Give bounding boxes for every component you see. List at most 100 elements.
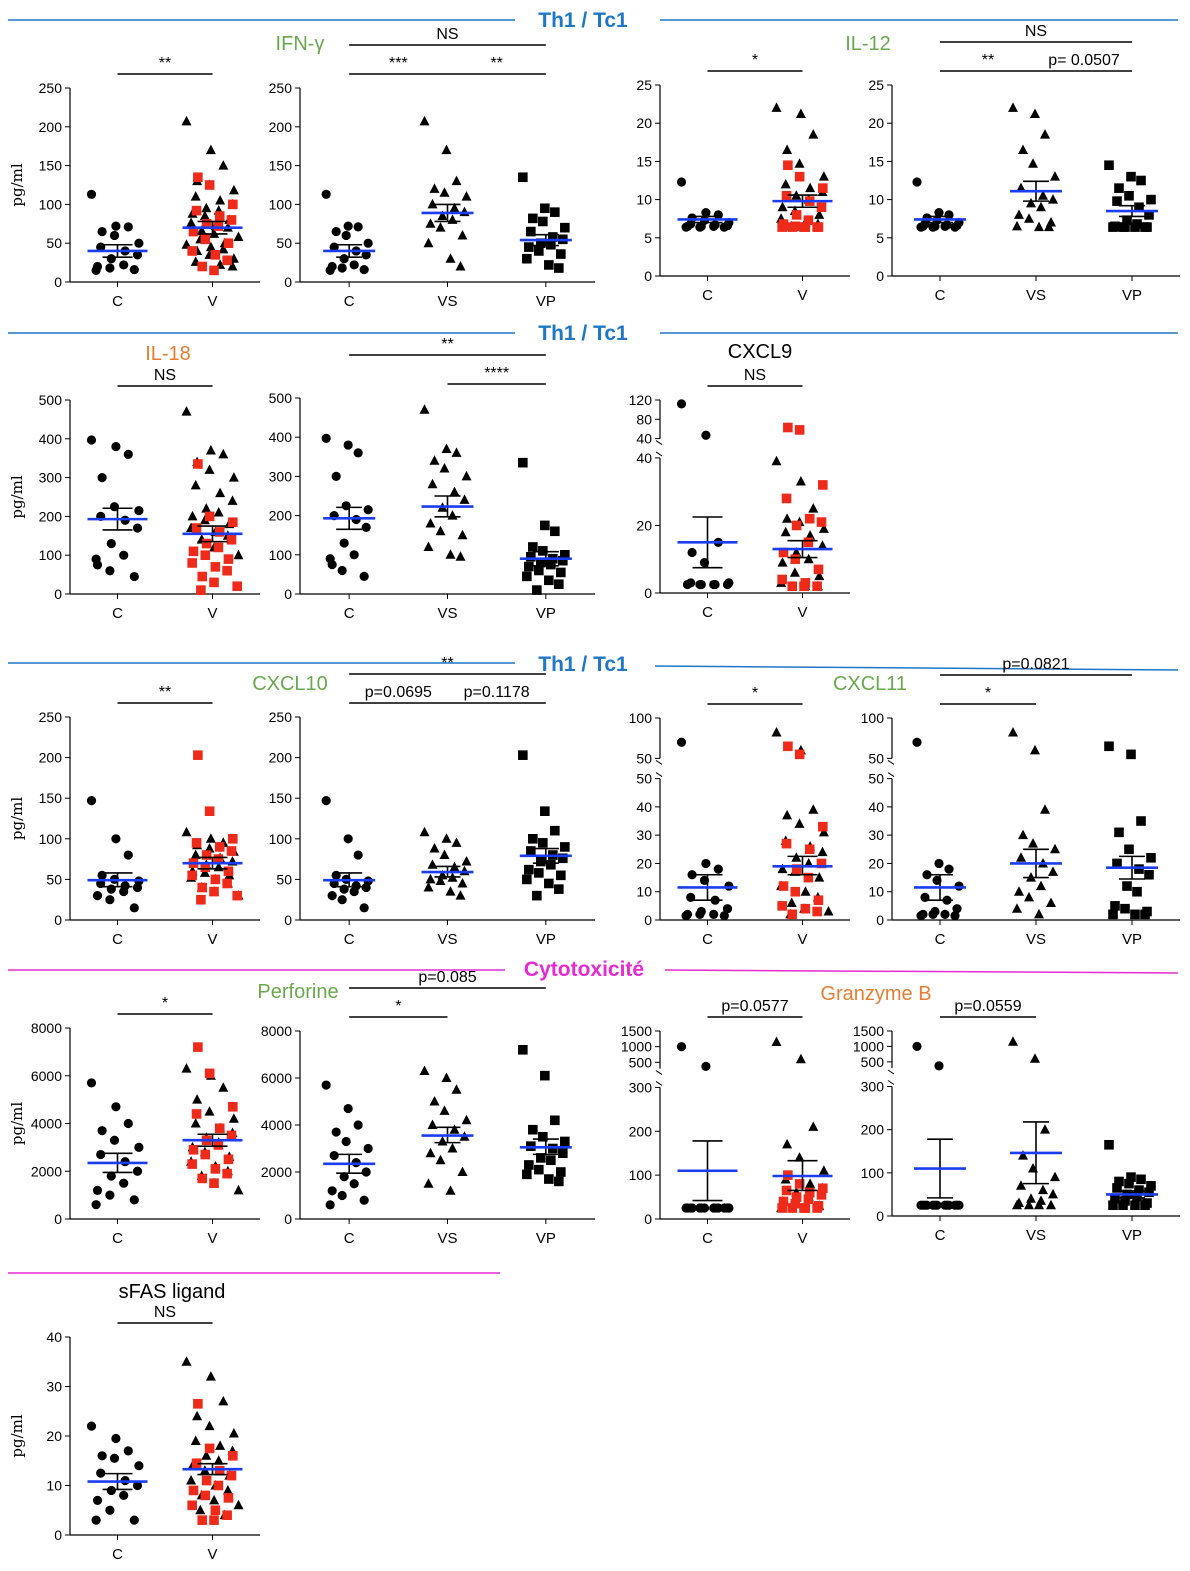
data-point bbox=[435, 1154, 446, 1165]
y-tick-label: 20 bbox=[636, 855, 652, 871]
y-axis-label: pg/ml bbox=[8, 163, 26, 206]
data-point bbox=[353, 1120, 363, 1130]
data-point bbox=[218, 1082, 229, 1092]
data-point bbox=[1014, 209, 1024, 219]
data-point bbox=[544, 1174, 554, 1184]
data-point bbox=[560, 842, 570, 852]
data-point-red bbox=[213, 854, 224, 864]
data-point bbox=[794, 818, 805, 828]
data-point bbox=[771, 1036, 782, 1046]
x-category-label: VS bbox=[1026, 287, 1046, 304]
data-point bbox=[215, 1440, 226, 1450]
data-point bbox=[455, 260, 466, 271]
data-point bbox=[534, 246, 544, 256]
data-point bbox=[190, 191, 201, 201]
y-tick-label: 150 bbox=[39, 158, 63, 174]
data-point bbox=[1118, 1200, 1128, 1211]
data-point bbox=[1026, 1193, 1036, 1203]
data-point bbox=[96, 1149, 106, 1160]
data-point bbox=[1126, 1172, 1136, 1182]
data-point bbox=[441, 1072, 452, 1082]
data-point bbox=[119, 1490, 129, 1500]
data-point bbox=[916, 911, 926, 921]
data-point-red bbox=[210, 562, 221, 572]
data-point bbox=[805, 530, 816, 540]
data-point bbox=[546, 859, 556, 870]
data-point bbox=[526, 846, 536, 856]
data-point bbox=[111, 834, 121, 844]
data-point bbox=[554, 263, 564, 273]
data-point bbox=[1038, 1184, 1048, 1195]
data-point bbox=[934, 1061, 944, 1071]
data-point bbox=[341, 1136, 351, 1147]
data-point bbox=[1140, 909, 1150, 920]
y-tick-label: 200 bbox=[39, 750, 63, 766]
data-point bbox=[1036, 201, 1046, 212]
y-tick-label: 100 bbox=[39, 196, 63, 212]
data-point bbox=[524, 1160, 534, 1170]
data-point bbox=[526, 551, 536, 562]
y-tick-label: 30 bbox=[636, 827, 652, 843]
data-point bbox=[1132, 886, 1142, 897]
data-point bbox=[192, 1094, 203, 1104]
y-tick-label: 150 bbox=[269, 790, 293, 806]
data-point bbox=[86, 796, 97, 806]
data-point-red bbox=[204, 511, 215, 522]
data-point bbox=[1120, 903, 1130, 914]
y-tick-label: 0 bbox=[876, 1208, 884, 1224]
data-point bbox=[449, 1124, 460, 1134]
data-point bbox=[134, 238, 144, 248]
data-point bbox=[361, 250, 371, 260]
data-point bbox=[1110, 901, 1120, 911]
y-tick-label: 100 bbox=[861, 1165, 885, 1181]
data-point bbox=[940, 221, 950, 231]
data-point bbox=[817, 540, 828, 550]
data-point bbox=[181, 406, 192, 416]
data-point bbox=[518, 457, 528, 468]
y-tick-label: 0 bbox=[644, 1211, 652, 1227]
data-point bbox=[218, 160, 229, 170]
section-label-4: Cytotoxicité bbox=[524, 958, 644, 981]
y-tick-label: 250 bbox=[269, 80, 293, 96]
data-point bbox=[429, 183, 440, 193]
data-point bbox=[1028, 838, 1038, 848]
data-point bbox=[353, 222, 363, 232]
x-category-label: C bbox=[702, 287, 713, 304]
data-point-red bbox=[803, 1194, 814, 1205]
data-point bbox=[808, 1121, 819, 1131]
data-point bbox=[817, 846, 828, 857]
data-point bbox=[709, 221, 719, 231]
significance-label: p=0.0577 bbox=[721, 998, 788, 1015]
data-point bbox=[111, 1102, 121, 1112]
y-axis-label: pg/ml bbox=[8, 1414, 26, 1457]
y-tick-label: 200 bbox=[269, 119, 293, 135]
data-point bbox=[190, 1118, 201, 1128]
data-point bbox=[204, 1420, 215, 1431]
data-point bbox=[435, 875, 446, 886]
data-point bbox=[215, 195, 226, 205]
panel-8: CXCL10 pg/ml 0 50 100 150 200 250 C V ** bbox=[8, 673, 328, 948]
data-point-red bbox=[783, 741, 793, 752]
data-point bbox=[419, 115, 430, 126]
data-point bbox=[111, 441, 121, 452]
data-point bbox=[823, 906, 834, 916]
data-point-red bbox=[200, 862, 211, 873]
data-point bbox=[1108, 222, 1118, 232]
data-point-red bbox=[213, 221, 224, 231]
data-point bbox=[1014, 886, 1024, 896]
data-point-red bbox=[209, 1178, 219, 1188]
data-point bbox=[526, 226, 536, 237]
data-point bbox=[544, 260, 554, 270]
data-point bbox=[780, 526, 791, 537]
y-tick-label: 0 bbox=[54, 1527, 62, 1543]
data-point bbox=[1050, 171, 1060, 181]
significance-label: p=0.085 bbox=[418, 969, 476, 986]
data-point bbox=[722, 579, 733, 590]
data-point bbox=[940, 909, 950, 919]
data-point bbox=[363, 505, 373, 515]
significance-label: * bbox=[752, 685, 758, 702]
y-axis-label: pg/ml bbox=[8, 797, 26, 840]
y-tick-label: 10 bbox=[636, 884, 652, 900]
x-category-label: C bbox=[702, 604, 713, 621]
